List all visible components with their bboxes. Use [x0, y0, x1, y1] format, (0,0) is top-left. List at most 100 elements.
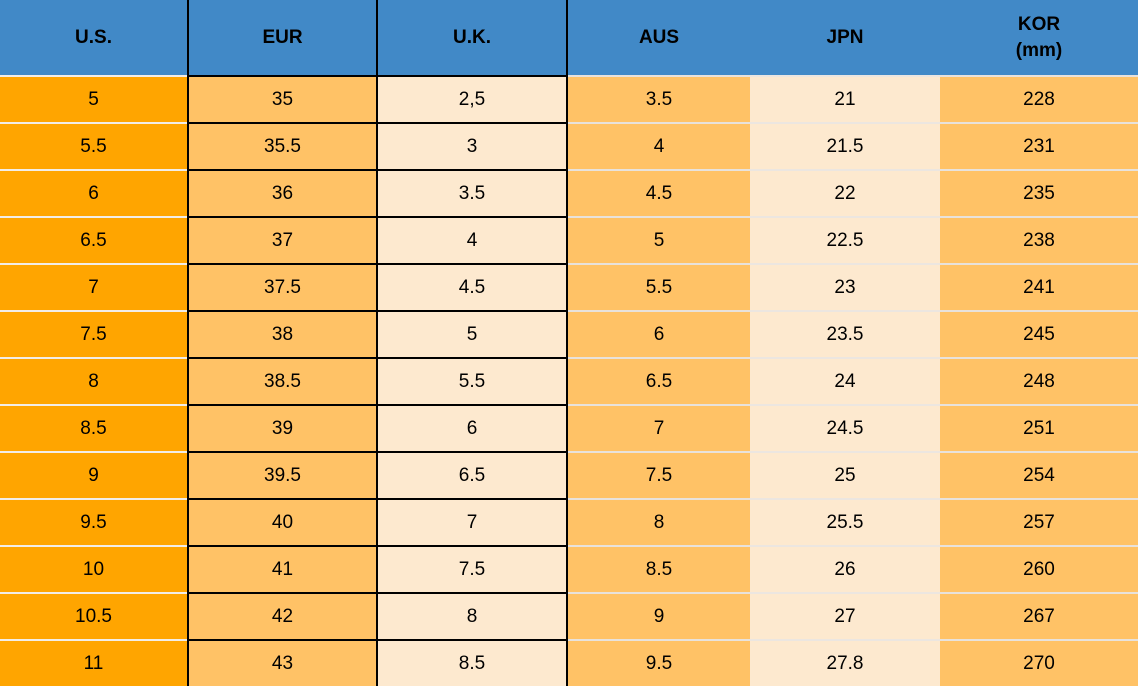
- cell-jpn: 22: [750, 169, 940, 216]
- table-row: 5 35 2,5 3.5 21 228: [0, 75, 1138, 122]
- cell-us: 6.5: [0, 216, 187, 263]
- cell-us: 9.5: [0, 498, 187, 545]
- cell-us: 10.5: [0, 592, 187, 639]
- cell-us: 7: [0, 263, 187, 310]
- cell-aus: 8.5: [568, 545, 750, 592]
- cell-eur: 35.5: [187, 122, 378, 169]
- cell-us: 5: [0, 75, 187, 122]
- cell-uk: 5.5: [378, 357, 568, 404]
- cell-us: 11: [0, 639, 187, 686]
- cell-eur: 37: [187, 216, 378, 263]
- cell-aus: 4.5: [568, 169, 750, 216]
- table-row: 10.5 42 8 9 27 267: [0, 592, 1138, 639]
- cell-uk: 6.5: [378, 451, 568, 498]
- cell-kor: 270: [940, 639, 1138, 686]
- cell-uk: 8.5: [378, 639, 568, 686]
- cell-eur: 39.5: [187, 451, 378, 498]
- column-header-kor-sublabel: (mm): [1015, 39, 1063, 61]
- cell-eur: 38: [187, 310, 378, 357]
- cell-us: 9: [0, 451, 187, 498]
- cell-uk: 5: [378, 310, 568, 357]
- cell-eur: 37.5: [187, 263, 378, 310]
- cell-jpn: 25: [750, 451, 940, 498]
- cell-uk: 4: [378, 216, 568, 263]
- cell-jpn: 24.5: [750, 404, 940, 451]
- cell-uk: 3.5: [378, 169, 568, 216]
- cell-eur: 39: [187, 404, 378, 451]
- table-row: 7 37.5 4.5 5.5 23 241: [0, 263, 1138, 310]
- cell-aus: 7.5: [568, 451, 750, 498]
- table-row: 11 43 8.5 9.5 27.8 270: [0, 639, 1138, 686]
- cell-eur: 38.5: [187, 357, 378, 404]
- cell-eur: 42: [187, 592, 378, 639]
- cell-kor: 260: [940, 545, 1138, 592]
- header-row: U.S. EUR U.K. AUS JPN KOR (mm): [0, 0, 1138, 75]
- cell-aus: 9: [568, 592, 750, 639]
- cell-us: 6: [0, 169, 187, 216]
- table-row: 8.5 39 6 7 24.5 251: [0, 404, 1138, 451]
- cell-jpn: 22.5: [750, 216, 940, 263]
- cell-jpn: 25.5: [750, 498, 940, 545]
- cell-kor: 241: [940, 263, 1138, 310]
- cell-aus: 3.5: [568, 75, 750, 122]
- cell-eur: 40: [187, 498, 378, 545]
- cell-aus: 8: [568, 498, 750, 545]
- cell-jpn: 23: [750, 263, 940, 310]
- cell-kor: 235: [940, 169, 1138, 216]
- cell-kor: 231: [940, 122, 1138, 169]
- table-row: 10 41 7.5 8.5 26 260: [0, 545, 1138, 592]
- table-row: 8 38.5 5.5 6.5 24 248: [0, 357, 1138, 404]
- column-header-kor: KOR (mm): [940, 0, 1138, 75]
- cell-aus: 4: [568, 122, 750, 169]
- cell-jpn: 21.5: [750, 122, 940, 169]
- column-header-kor-label: KOR: [1017, 13, 1061, 35]
- table-row: 9 39.5 6.5 7.5 25 254: [0, 451, 1138, 498]
- cell-eur: 35: [187, 75, 378, 122]
- column-header-aus: AUS: [568, 0, 750, 75]
- column-header-eur: EUR: [187, 0, 378, 75]
- cell-aus: 5.5: [568, 263, 750, 310]
- cell-kor: 245: [940, 310, 1138, 357]
- column-header-jpn: JPN: [750, 0, 940, 75]
- cell-us: 7.5: [0, 310, 187, 357]
- cell-eur: 36: [187, 169, 378, 216]
- cell-us: 8: [0, 357, 187, 404]
- cell-aus: 7: [568, 404, 750, 451]
- table-row: 6 36 3.5 4.5 22 235: [0, 169, 1138, 216]
- table-row: 6.5 37 4 5 22.5 238: [0, 216, 1138, 263]
- cell-aus: 6.5: [568, 357, 750, 404]
- cell-kor: 251: [940, 404, 1138, 451]
- cell-us: 5.5: [0, 122, 187, 169]
- cell-kor: 228: [940, 75, 1138, 122]
- cell-uk: 7: [378, 498, 568, 545]
- cell-eur: 43: [187, 639, 378, 686]
- table-header: U.S. EUR U.K. AUS JPN KOR (mm): [0, 0, 1138, 75]
- table-row: 7.5 38 5 6 23.5 245: [0, 310, 1138, 357]
- cell-eur: 41: [187, 545, 378, 592]
- column-header-us: U.S.: [0, 0, 187, 75]
- cell-uk: 3: [378, 122, 568, 169]
- cell-kor: 238: [940, 216, 1138, 263]
- cell-kor: 254: [940, 451, 1138, 498]
- cell-kor: 267: [940, 592, 1138, 639]
- cell-aus: 5: [568, 216, 750, 263]
- cell-jpn: 27: [750, 592, 940, 639]
- cell-uk: 8: [378, 592, 568, 639]
- cell-jpn: 21: [750, 75, 940, 122]
- cell-jpn: 23.5: [750, 310, 940, 357]
- column-header-uk: U.K.: [378, 0, 568, 75]
- cell-uk: 7.5: [378, 545, 568, 592]
- cell-us: 8.5: [0, 404, 187, 451]
- table-row: 5.5 35.5 3 4 21.5 231: [0, 122, 1138, 169]
- table-body: 5 35 2,5 3.5 21 228 5.5 35.5 3 4 21.5 231 6 36 3.5 4.5 2…: [0, 75, 1138, 686]
- cell-uk: 6: [378, 404, 568, 451]
- cell-aus: 6: [568, 310, 750, 357]
- cell-uk: 4.5: [378, 263, 568, 310]
- cell-aus: 9.5: [568, 639, 750, 686]
- cell-kor: 248: [940, 357, 1138, 404]
- cell-uk: 2,5: [378, 75, 568, 122]
- table-row: 9.5 40 7 8 25.5 257: [0, 498, 1138, 545]
- cell-kor: 257: [940, 498, 1138, 545]
